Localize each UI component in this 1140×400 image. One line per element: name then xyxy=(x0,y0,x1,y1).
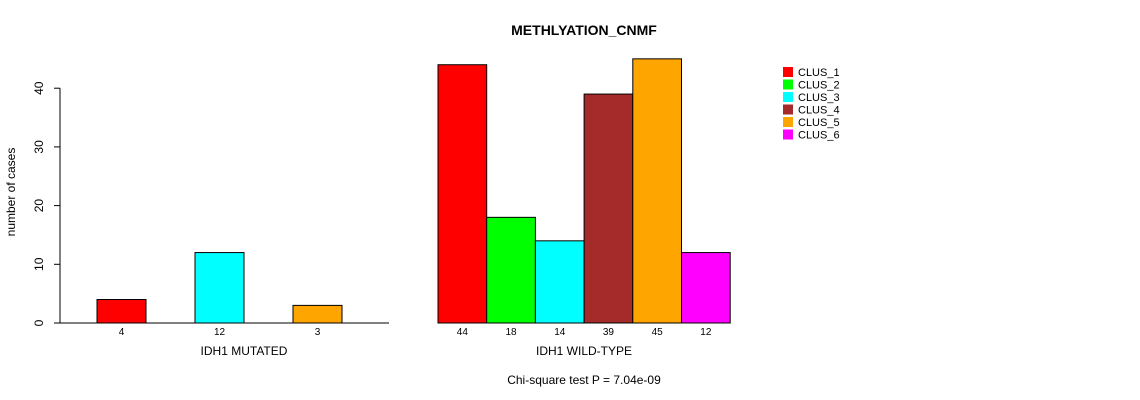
bar-clus-3 xyxy=(534,240,585,324)
chart-title: METHLYATION_CNMF xyxy=(511,22,657,38)
chi-square-footnote: Chi-square test P = 7.04e-09 xyxy=(507,373,661,387)
legend-label: CLUS_1 xyxy=(798,67,840,79)
bar-count-label: 44 xyxy=(457,327,469,338)
group-label: IDH1 WILD-TYPE xyxy=(536,344,632,358)
bar-clus-1 xyxy=(96,299,147,324)
bar-clus-1 xyxy=(437,64,488,324)
y-axis-label: number of cases xyxy=(4,148,18,237)
bar-count-label: 18 xyxy=(505,327,517,338)
bar-count-label: 39 xyxy=(603,327,615,338)
bar-clus-6 xyxy=(681,252,731,324)
bar-count-label: 3 xyxy=(315,327,321,338)
legend-swatch xyxy=(783,129,793,140)
y-tick-label: 20 xyxy=(32,199,46,213)
bar-count-label: 45 xyxy=(652,327,664,338)
y-tick-label: 10 xyxy=(32,257,46,271)
legend-label: CLUS_2 xyxy=(798,80,840,92)
bar-clus-5 xyxy=(632,58,682,324)
y-tick-label: 40 xyxy=(32,81,46,95)
legend-label: CLUS_6 xyxy=(798,130,840,142)
bar-clus-4 xyxy=(583,93,634,324)
bar-group-0: 4 12 3 IDH1 MUTATED xyxy=(60,252,389,358)
bars: 4 12 3 IDH1 MUTATED 44 18 14 39 45 12 IDH1 WILD-TY… xyxy=(60,58,731,358)
legend-swatch xyxy=(783,104,793,115)
legend-label: CLUS_5 xyxy=(798,117,840,129)
y-axis: 0 10 20 30 40 xyxy=(32,81,61,326)
bar-count-label: 12 xyxy=(700,327,712,338)
legend-label: CLUS_3 xyxy=(798,92,840,104)
bar-count-label: 12 xyxy=(214,327,226,338)
legend-label: CLUS_4 xyxy=(798,105,840,117)
bar-clus-3 xyxy=(194,252,245,324)
y-tick-label: 0 xyxy=(32,319,46,326)
group-label: IDH1 MUTATED xyxy=(201,344,288,358)
legend-swatch xyxy=(783,117,793,127)
bar-count-label: 14 xyxy=(554,327,566,338)
y-tick-label: 30 xyxy=(32,140,46,154)
legend-swatch xyxy=(783,67,793,77)
legend-swatch xyxy=(783,92,793,102)
bar-group-1: 44 18 14 39 45 12 IDH1 WILD-TYPE xyxy=(437,58,731,358)
bar-clus-2 xyxy=(486,216,536,324)
bar-clus-5 xyxy=(292,304,343,324)
bar-count-label: 4 xyxy=(119,327,125,338)
legend-swatch xyxy=(783,79,793,90)
